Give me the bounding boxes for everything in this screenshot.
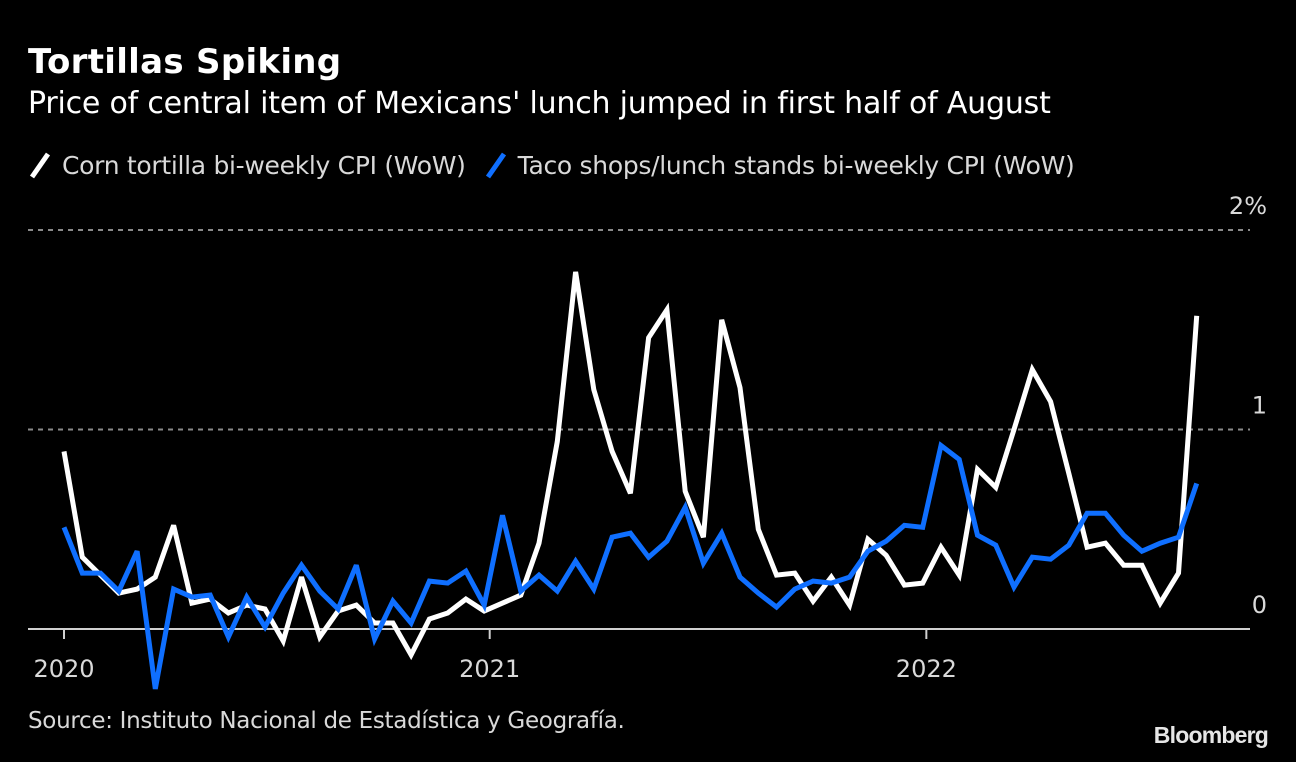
source-note: Source: Instituto Nacional de Estadístic… bbox=[28, 708, 625, 734]
legend-swatch-blue-line-icon bbox=[485, 152, 506, 179]
legend-item-taco-shops: Taco shops/lunch stands bi-weekly CPI (W… bbox=[484, 150, 1075, 180]
chart-title: Tortillas Spiking bbox=[28, 42, 342, 82]
legend: Corn tortilla bi-weekly CPI (WoW) Taco s… bbox=[28, 150, 1092, 180]
bloomberg-logo: Bloomberg bbox=[1153, 722, 1269, 748]
legend-label: Corn tortilla bi-weekly CPI (WoW) bbox=[62, 150, 466, 180]
axes: 0 1 2% 2020 2021 2022 bbox=[28, 192, 1267, 683]
legend-swatch-white-line-icon bbox=[29, 152, 51, 179]
chart-subtitle: Price of central item of Mexicans' lunch… bbox=[28, 86, 1051, 121]
y-tick-label: 2% bbox=[1229, 192, 1267, 220]
x-tick-label: 2020 bbox=[33, 655, 94, 683]
series-line-corn-tortilla bbox=[61, 271, 1200, 661]
legend-label: Taco shops/lunch stands bi-weekly CPI (W… bbox=[517, 150, 1075, 180]
series-line-taco-shops bbox=[61, 441, 1200, 690]
y-tick-label: 1 bbox=[1252, 392, 1267, 420]
series-lines bbox=[61, 271, 1200, 690]
x-tick-label: 2022 bbox=[896, 655, 957, 683]
legend-item-corn-tortilla: Corn tortilla bi-weekly CPI (WoW) bbox=[28, 150, 466, 180]
x-tick-label: 2021 bbox=[459, 655, 520, 683]
y-tick-label: 0 bbox=[1252, 591, 1267, 619]
